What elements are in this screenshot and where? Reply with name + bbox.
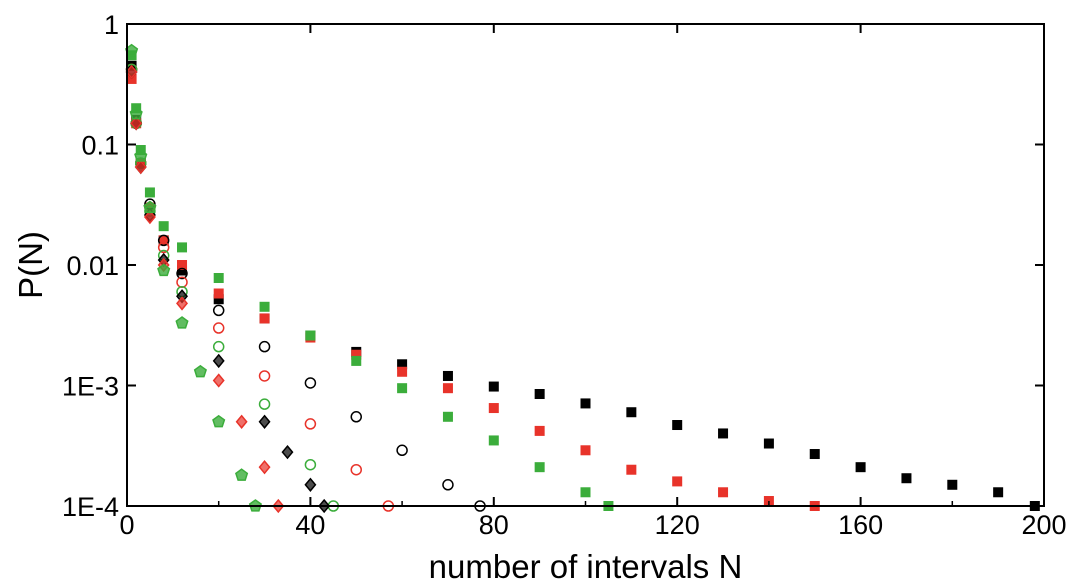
series-1-point	[442, 370, 453, 381]
series-8-point	[258, 460, 271, 475]
series-7-point	[304, 477, 317, 492]
series-5-point	[258, 370, 271, 382]
series-9-point	[129, 106, 143, 120]
series-9-point	[193, 364, 207, 378]
series-5-point	[157, 241, 170, 254]
series-7-point	[212, 353, 225, 369]
series-3-point	[534, 462, 545, 473]
series-1-point	[718, 428, 729, 439]
y-tick-label: 0.01	[66, 251, 119, 281]
series-3-point	[488, 435, 499, 446]
series-1-point	[672, 420, 683, 431]
series-1-point	[580, 398, 591, 409]
series-9-point	[134, 149, 148, 162]
series-3-point	[177, 242, 188, 253]
y-tick-label: 1	[104, 10, 119, 40]
series-8-point	[176, 296, 188, 311]
series-3-point	[580, 487, 591, 498]
series-9-point	[235, 468, 249, 481]
x-tick-label: 0	[119, 510, 134, 540]
series-1-point	[855, 462, 866, 473]
series-5-point	[304, 418, 317, 430]
series-8-point	[212, 373, 225, 388]
x-axis-title: number of intervals N	[429, 548, 743, 584]
series-1-point	[488, 381, 499, 392]
series-8-point	[130, 116, 143, 131]
series-1-point	[763, 438, 774, 449]
series-4-point	[350, 411, 362, 423]
series-9-point	[143, 200, 157, 214]
series-8-point	[143, 209, 156, 225]
series-2-point	[213, 288, 224, 299]
plot-marks	[125, 43, 1040, 514]
series-6-point	[304, 458, 317, 471]
series-4-point	[258, 340, 271, 353]
y-tick-label: 0.1	[81, 131, 119, 161]
x-tick-label: 160	[838, 510, 883, 540]
series-6-point	[258, 398, 271, 410]
series-6-point	[212, 340, 225, 353]
x-tick-label: 80	[479, 510, 509, 540]
series-4-point	[442, 479, 454, 491]
y-tick-label: 1E-4	[62, 492, 119, 522]
series-1-point	[809, 449, 820, 460]
series-4-point	[157, 234, 170, 247]
series-1-point	[534, 389, 545, 400]
series-4-point	[176, 267, 188, 280]
series-3-point	[442, 411, 453, 422]
series-2-point	[626, 464, 637, 475]
series-5-point	[212, 322, 225, 334]
series-2-point	[442, 383, 453, 394]
series-2-point	[672, 476, 683, 487]
series-4-point	[304, 377, 317, 389]
series-1-point	[397, 359, 408, 370]
series-8-point	[235, 414, 248, 429]
series-8-point	[134, 159, 147, 175]
y-tick-label: 1E-3	[62, 372, 119, 402]
y-axis-title: P(N)	[12, 231, 49, 299]
series-2-point	[534, 425, 545, 436]
series-3-point	[144, 187, 155, 198]
x-tick-label: 40	[295, 510, 325, 540]
series-2-point	[718, 487, 729, 498]
series-3-point	[259, 301, 270, 312]
series-3-point	[305, 330, 316, 341]
series-2-point	[397, 366, 408, 377]
series-9-point	[157, 263, 171, 277]
series-3-point	[397, 383, 408, 394]
series-1-point	[177, 265, 188, 276]
series-5-point	[350, 463, 362, 476]
series-1-point	[626, 407, 637, 418]
series-9-point	[175, 316, 189, 329]
series-3-point	[351, 355, 362, 366]
series-7-point	[258, 414, 271, 429]
series-2-point	[580, 445, 591, 456]
series-4-point	[212, 304, 225, 317]
series-1-point	[901, 473, 912, 484]
series-1-point	[947, 479, 958, 490]
series-2-point	[158, 235, 169, 246]
plot-frame	[126, 23, 1045, 507]
series-7-point	[281, 444, 294, 460]
series-1-point	[993, 487, 1004, 498]
series-1-point	[213, 294, 224, 305]
series-3-point	[158, 221, 169, 232]
series-2-point	[488, 403, 499, 414]
series-3-point	[213, 273, 224, 284]
series-4-point	[396, 444, 408, 457]
axis-ticks: 0 40 80 120 160 200 1 0.1 0.01 1E-3 1E-4	[62, 10, 1067, 540]
series-2-point	[177, 260, 188, 270]
series-8-point	[125, 64, 138, 80]
x-tick-label: 120	[655, 510, 700, 540]
series-2-point	[259, 313, 270, 324]
series-2-point	[351, 349, 362, 360]
x-tick-label: 200	[1021, 510, 1066, 540]
series-9-point	[212, 414, 226, 428]
